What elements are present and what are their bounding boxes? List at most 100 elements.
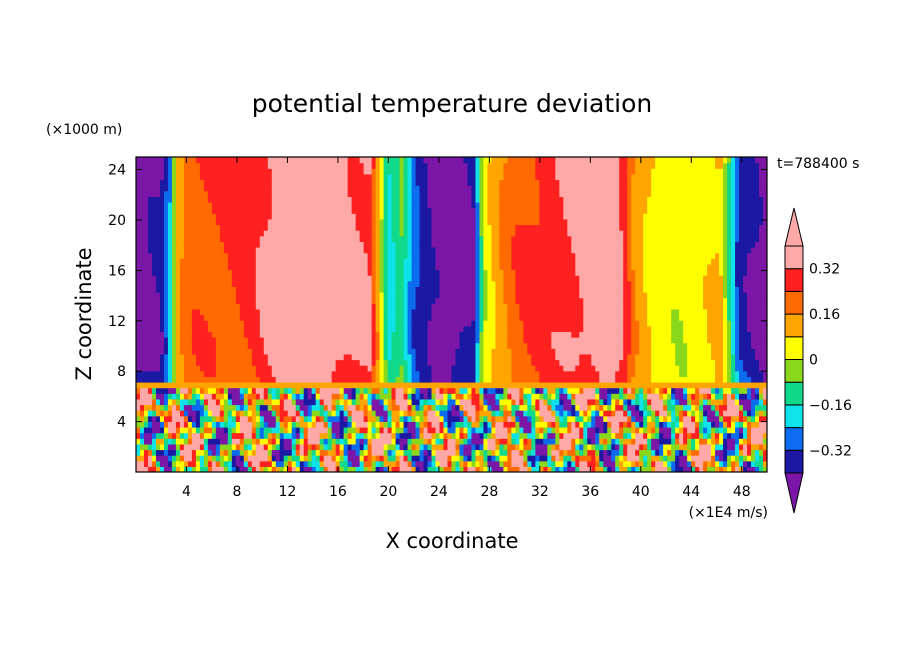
heatmap-cell bbox=[136, 247, 141, 254]
heatmap-cell bbox=[367, 207, 373, 214]
heatmap-cell bbox=[475, 241, 481, 248]
heatmap-cell bbox=[271, 365, 277, 372]
heatmap-cell bbox=[327, 460, 333, 467]
heatmap-cell bbox=[219, 331, 225, 338]
heatmap-cell bbox=[136, 359, 141, 366]
heatmap-cell bbox=[175, 365, 181, 372]
heatmap-cell bbox=[491, 415, 497, 422]
heatmap-cell bbox=[455, 235, 461, 242]
heatmap-cell bbox=[319, 162, 325, 169]
heatmap-cell bbox=[443, 280, 449, 287]
heatmap-cell bbox=[271, 438, 277, 445]
heatmap-cell bbox=[175, 460, 181, 467]
heatmap-cell bbox=[175, 252, 181, 259]
heatmap-cell bbox=[439, 404, 445, 411]
heatmap-cell bbox=[331, 410, 337, 417]
heatmap-cell bbox=[423, 398, 429, 406]
heatmap-cell bbox=[327, 410, 333, 417]
heatmap-cell bbox=[351, 443, 357, 451]
heatmap-cell bbox=[179, 359, 185, 366]
heatmap-cell bbox=[167, 185, 173, 192]
heatmap-cell bbox=[147, 342, 153, 349]
heatmap-cell bbox=[215, 241, 221, 248]
heatmap-cell bbox=[323, 308, 329, 316]
heatmap-cell bbox=[259, 252, 265, 259]
heatmap-cell bbox=[455, 421, 461, 428]
heatmap-cell bbox=[251, 432, 257, 439]
heatmap-cell bbox=[167, 359, 173, 366]
heatmap-cell bbox=[235, 427, 241, 434]
heatmap-cell bbox=[287, 263, 293, 271]
heatmap-cell bbox=[247, 292, 253, 299]
heatmap-cell bbox=[323, 297, 329, 304]
heatmap-cell bbox=[347, 449, 353, 456]
heatmap-cell bbox=[395, 297, 401, 304]
heatmap-cell bbox=[271, 398, 277, 406]
heatmap-cell bbox=[439, 387, 445, 394]
heatmap-cell bbox=[483, 202, 489, 209]
heatmap-cell bbox=[223, 173, 229, 181]
heatmap-cell bbox=[399, 162, 405, 169]
heatmap-cell bbox=[267, 252, 273, 259]
heatmap-cell bbox=[487, 393, 493, 400]
heatmap-cell bbox=[223, 247, 229, 254]
heatmap-cell bbox=[447, 353, 453, 361]
heatmap-cell bbox=[375, 455, 381, 462]
heatmap-cell bbox=[343, 314, 349, 321]
heatmap-cell bbox=[187, 359, 193, 366]
heatmap-cell bbox=[259, 398, 265, 406]
heatmap-cell bbox=[419, 168, 425, 175]
heatmap-cell bbox=[163, 331, 169, 338]
heatmap-cell bbox=[187, 218, 193, 226]
heatmap-cell bbox=[195, 224, 201, 231]
heatmap-cell bbox=[391, 286, 397, 293]
heatmap-cell bbox=[311, 173, 317, 181]
heatmap-cell bbox=[167, 202, 173, 209]
heatmap-cell bbox=[343, 432, 349, 439]
heatmap-cell bbox=[327, 263, 333, 271]
heatmap-cell bbox=[343, 235, 349, 242]
heatmap-cell bbox=[183, 308, 189, 316]
heatmap-cell bbox=[407, 224, 413, 231]
heatmap-cell bbox=[211, 443, 217, 451]
heatmap-cell bbox=[147, 404, 153, 411]
heatmap-cell bbox=[367, 292, 373, 299]
heatmap-cell bbox=[211, 286, 217, 293]
heatmap-cell bbox=[479, 382, 485, 389]
heatmap-cell bbox=[335, 286, 341, 293]
heatmap-cell bbox=[267, 213, 273, 220]
heatmap-cell bbox=[339, 308, 345, 316]
heatmap-cell bbox=[243, 286, 249, 293]
heatmap-cell bbox=[223, 207, 229, 214]
heatmap-cell bbox=[151, 241, 157, 248]
heatmap-cell bbox=[323, 427, 329, 434]
heatmap-cell bbox=[383, 353, 389, 361]
heatmap-cell bbox=[379, 263, 385, 271]
heatmap-cell bbox=[271, 404, 277, 411]
heatmap-cell bbox=[175, 185, 181, 192]
heatmap-cell bbox=[155, 438, 161, 445]
heatmap-cell bbox=[227, 168, 233, 175]
heatmap-cell bbox=[239, 376, 245, 383]
heatmap-cell bbox=[463, 190, 469, 197]
heatmap-cell bbox=[155, 235, 161, 242]
heatmap-cell bbox=[211, 353, 217, 361]
heatmap-cell bbox=[267, 320, 273, 327]
heatmap-cell bbox=[227, 342, 233, 349]
heatmap-cell bbox=[311, 168, 317, 175]
heatmap-cell bbox=[363, 421, 369, 428]
heatmap-cell bbox=[231, 292, 237, 299]
heatmap-cell bbox=[279, 415, 285, 422]
heatmap-cell bbox=[187, 348, 193, 355]
heatmap-cell bbox=[243, 258, 249, 265]
heatmap-cell bbox=[355, 196, 361, 203]
heatmap-cell bbox=[136, 398, 141, 406]
heatmap-cell bbox=[387, 320, 393, 327]
heatmap-cell bbox=[267, 275, 273, 282]
heatmap-cell bbox=[483, 303, 489, 310]
heatmap-cell bbox=[427, 314, 433, 321]
heatmap-cell bbox=[303, 247, 309, 254]
heatmap-cell bbox=[359, 185, 365, 192]
heatmap-cell bbox=[307, 421, 313, 428]
heatmap-cell bbox=[283, 410, 289, 417]
